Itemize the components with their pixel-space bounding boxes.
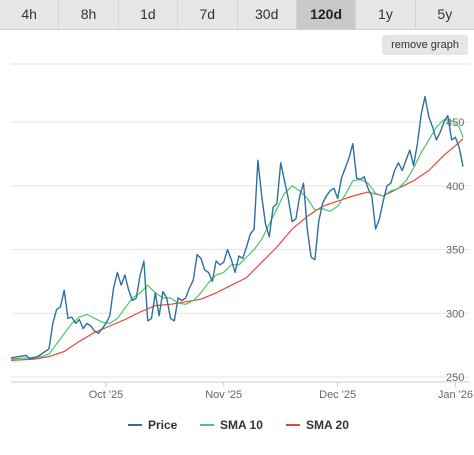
x-tick-label: Nov '25 [205, 389, 242, 401]
tab-8h[interactable]: 8h [59, 0, 119, 29]
legend-label: Price [148, 418, 178, 432]
y-tick-label: 400 [446, 181, 464, 193]
tab-5y[interactable]: 5y [437, 6, 453, 22]
legend: Price SMA 10 SMA 20 [128, 418, 349, 432]
series-lines [10, 95, 464, 361]
legend-item-sma-20[interactable]: SMA 20 [286, 418, 349, 432]
x-tick-label: Dec '25 [319, 389, 356, 401]
series-line-sma-10 [10, 118, 464, 360]
tab-30d[interactable]: 30d [238, 0, 297, 29]
x-tick-label: Jan '26 [438, 389, 473, 401]
tab-1d[interactable]: 1d [119, 0, 179, 29]
y-tick-label: 350 [446, 245, 464, 257]
legend-item-price[interactable]: Price [128, 418, 178, 432]
tab-7d[interactable]: 7d [178, 0, 238, 29]
x-tick-label: Oct '25 [89, 389, 124, 401]
series-line-price [10, 95, 464, 360]
timeframe-tabs: 4h 8h 1d 7d 30d 120d 1y 5y [0, 0, 474, 30]
grid-lines [11, 63, 470, 378]
tab-120d[interactable]: 120d [296, 0, 357, 29]
legend-label: SMA 20 [306, 418, 349, 432]
legend-label: SMA 10 [220, 418, 263, 432]
y-tick-label: 250 [446, 372, 464, 384]
tab-1y[interactable]: 1y [356, 0, 416, 29]
x-axis-ticks: Oct '25 Nov '25 Dec '25 Jan '26 [11, 381, 473, 401]
legend-item-sma-10[interactable]: SMA 10 [200, 418, 263, 432]
y-tick-label: 300 [446, 308, 464, 320]
remove-graph-button[interactable]: remove graph [382, 35, 468, 55]
tab-4h[interactable]: 4h [0, 0, 60, 29]
